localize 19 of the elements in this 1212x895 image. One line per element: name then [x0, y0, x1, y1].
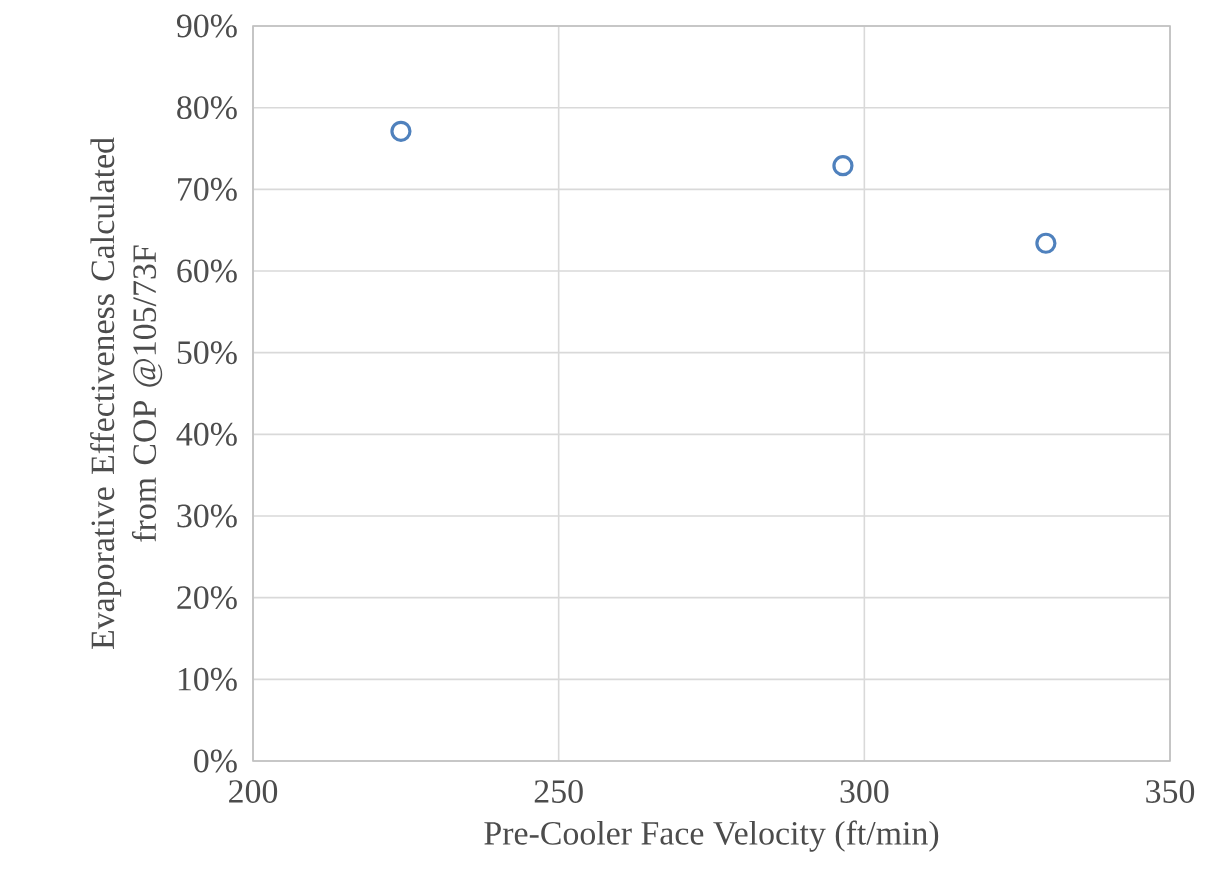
x-tick-label: 200	[229, 780, 278, 803]
y-tick-label: 0%	[194, 749, 237, 773]
y-tick-label: 50%	[177, 341, 237, 365]
y-tick-label: 40%	[176, 422, 237, 446]
point	[390, 120, 412, 142]
point	[832, 155, 854, 177]
y-axis-title: Evaporative Effectiveness Calculated from COP @105/73F	[90, 137, 163, 649]
x-tick-label: 300	[840, 780, 889, 803]
y-tick-label: 30%	[177, 504, 237, 528]
x-tick-label: 250	[534, 780, 583, 803]
y-tick-label: 90%	[176, 14, 237, 38]
y-tick-label: 10%	[178, 667, 237, 691]
point	[1035, 232, 1057, 254]
y-tick-label: 80%	[177, 96, 237, 120]
y-tick-label: 60%	[177, 259, 237, 283]
y-tick-label: 70%	[178, 177, 237, 201]
y-tick-label: 20%	[177, 586, 237, 610]
x-axis-title: Pre-Cooler Face Velocity (ft/min)	[484, 820, 939, 852]
x-tick-label: 350	[1146, 780, 1195, 803]
